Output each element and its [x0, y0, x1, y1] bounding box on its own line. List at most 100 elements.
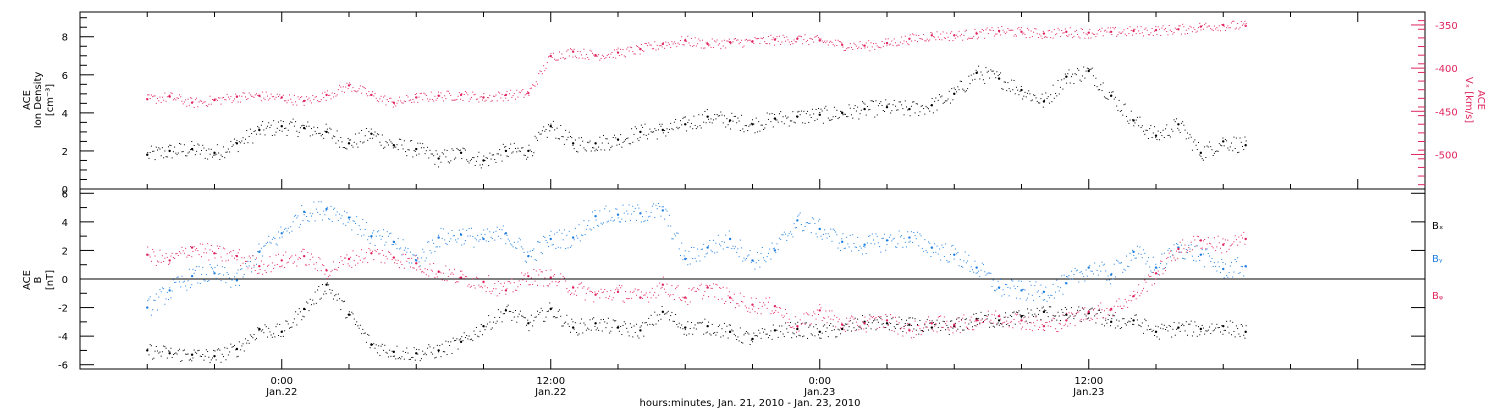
vx-sample: [192, 101, 194, 103]
bz-sample: [880, 316, 882, 318]
bz-sample: [974, 320, 976, 322]
bx-sample: [396, 345, 398, 347]
bz-sample: [959, 332, 961, 334]
density-sample: [677, 128, 679, 130]
density-sample: [1067, 73, 1069, 75]
bx-sample: [205, 349, 207, 351]
vx-sample: [428, 100, 430, 102]
bz-sample: [557, 281, 559, 283]
vx-sample: [1037, 36, 1039, 38]
bx-sample: [258, 330, 260, 332]
density-sample: [197, 143, 199, 145]
bz-sample: [226, 253, 228, 255]
by-sample: [1162, 268, 1164, 270]
bx-sample: [385, 351, 387, 353]
vx-sample: [576, 57, 578, 59]
density-sample: [860, 109, 862, 111]
by-sample: [613, 219, 615, 221]
vx-point: [616, 51, 620, 54]
bx-sample: [1064, 307, 1066, 309]
by-sample: [799, 212, 801, 214]
density-sample: [924, 113, 926, 115]
bz-sample: [1133, 290, 1135, 292]
density-sample: [1013, 80, 1015, 82]
vx-sample: [1201, 25, 1203, 27]
bx-sample: [356, 321, 358, 323]
by-sample: [1234, 258, 1236, 260]
bz-sample: [414, 255, 416, 257]
bz-sample: [617, 289, 619, 291]
bz-sample: [537, 284, 539, 286]
by-sample: [436, 246, 438, 248]
density-sample: [678, 127, 680, 129]
vx-sample: [562, 57, 564, 59]
bz-sample: [616, 287, 618, 289]
density-sample: [732, 120, 734, 122]
bz-sample: [881, 319, 883, 321]
vx-sample: [754, 36, 756, 38]
by-sample: [304, 211, 306, 213]
vx-sample: [566, 50, 568, 52]
bx-sample: [745, 330, 747, 332]
density-sample: [588, 142, 590, 144]
bz-sample: [560, 273, 562, 275]
bz-point: [975, 319, 978, 322]
bx-sample: [226, 347, 228, 349]
bz-sample: [148, 254, 150, 256]
bx-sample: [579, 322, 581, 324]
vx-sample: [627, 46, 629, 48]
vx-sample: [1047, 30, 1049, 32]
by-sample: [606, 221, 608, 223]
bz-sample: [389, 251, 391, 253]
vx-sample: [1161, 27, 1163, 29]
vx-sample: [660, 45, 662, 47]
bz-sample: [493, 288, 495, 290]
density-sample: [215, 153, 217, 155]
bx-sample: [700, 322, 702, 324]
density-sample: [794, 122, 796, 124]
bx-sample: [1227, 326, 1229, 328]
bx-sample: [247, 340, 249, 342]
bx-sample: [1106, 322, 1108, 324]
bz-sample: [1030, 322, 1032, 324]
density-sample: [1233, 136, 1235, 138]
density-sample: [249, 128, 251, 130]
bz-sample: [408, 258, 410, 260]
by-sample: [368, 235, 370, 237]
bx-sample: [299, 311, 301, 313]
bx-sample: [387, 356, 389, 358]
by-sample: [666, 210, 668, 212]
density-sample: [1134, 122, 1136, 124]
bx-sample: [811, 334, 813, 336]
bx-sample: [655, 323, 657, 325]
density-sample: [737, 117, 739, 119]
bx-sample: [441, 343, 443, 345]
bx-sample: [512, 312, 514, 314]
density-sample: [419, 142, 421, 144]
density-sample: [522, 147, 524, 149]
bz-sample: [323, 265, 325, 267]
bx-sample: [701, 321, 703, 323]
bz-sample: [1190, 241, 1192, 243]
density-sample: [947, 98, 949, 100]
density-sample: [671, 128, 673, 130]
density-sample: [190, 149, 192, 151]
bx-sample: [731, 329, 733, 331]
bz-sample: [719, 287, 721, 289]
by-sample: [1169, 256, 1171, 258]
bz-sample: [1014, 313, 1016, 315]
vx-sample: [1223, 25, 1225, 27]
density-sample: [666, 128, 668, 130]
bx-sample: [1083, 308, 1085, 310]
density-sample: [780, 111, 782, 113]
by-sample: [946, 260, 948, 262]
by-sample: [1064, 282, 1066, 284]
bz-sample: [171, 252, 173, 254]
bx-sample: [175, 352, 177, 354]
bx-sample: [548, 310, 550, 312]
bx-sample: [488, 315, 490, 317]
vx-sample: [1172, 33, 1174, 35]
bz-sample: [1037, 329, 1039, 331]
bx-sample: [225, 359, 227, 361]
by-sample: [996, 288, 998, 290]
